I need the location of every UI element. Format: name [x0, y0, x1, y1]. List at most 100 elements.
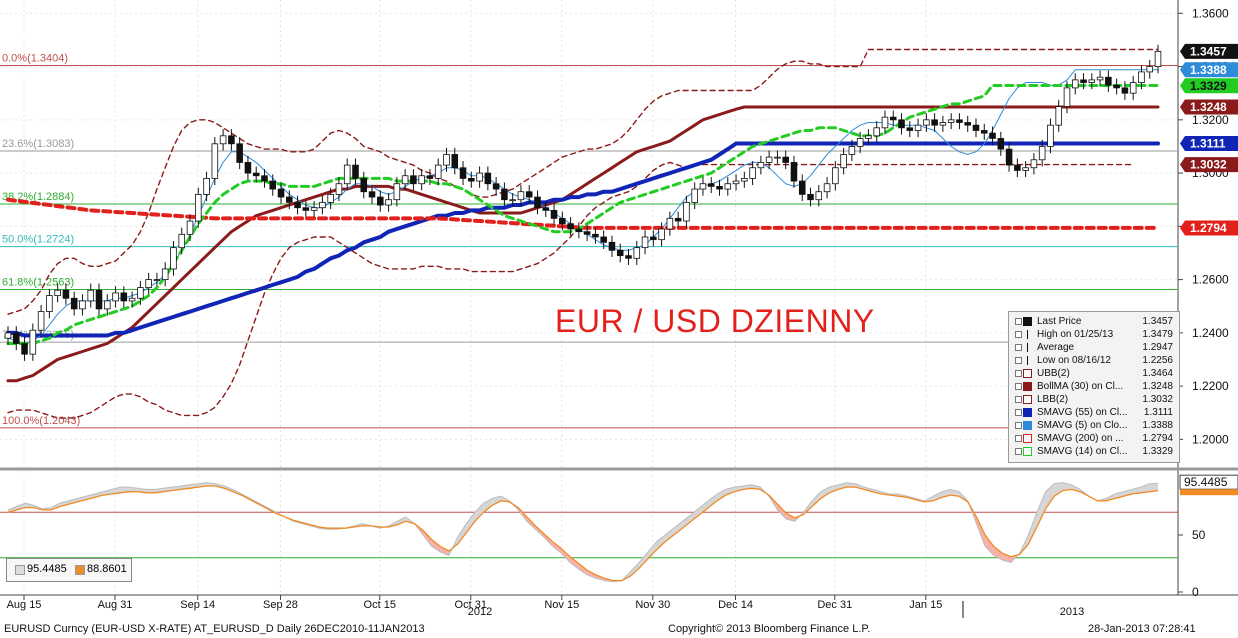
candle-body — [37, 311, 45, 331]
candle-body — [666, 217, 674, 230]
candle-body — [434, 164, 442, 179]
oscillator-fill — [544, 533, 553, 547]
legend-label: High on 01/25/13 — [1037, 329, 1114, 340]
candle-body — [1129, 82, 1137, 94]
candle-body — [898, 119, 905, 129]
oscillator-fill — [1132, 487, 1141, 494]
legend-checkbox[interactable] — [1015, 409, 1022, 416]
oscillator-fill — [708, 493, 718, 508]
candle-body — [476, 172, 483, 182]
legend-label: SMAVG (5) on Clo... — [1037, 420, 1128, 431]
candle-body — [104, 300, 111, 310]
candle-body — [145, 279, 152, 288]
price-tag-label: 1.3388 — [1190, 63, 1227, 77]
legend-label: BollMA (30) on Cl... — [1037, 381, 1124, 392]
fib-level-label: 100.0%(1.2043) — [2, 415, 80, 427]
candle-body — [1154, 50, 1162, 67]
legend-checkbox[interactable] — [1015, 448, 1022, 455]
y-tick-label: 1.2400 — [1192, 326, 1229, 340]
legend-checkbox[interactable] — [1015, 370, 1022, 377]
candle-body — [1121, 87, 1129, 94]
oscillator-fill — [397, 516, 406, 525]
oscillator-fill — [673, 521, 683, 535]
legend-label: SMAVG (14) on Cl... — [1037, 446, 1128, 457]
candle-body — [840, 154, 847, 169]
x-tick-label: Nov 15 — [544, 599, 579, 611]
candle-body — [592, 233, 599, 238]
candle-body — [377, 196, 384, 206]
oscillator-fill — [933, 491, 942, 501]
x-tick-label: Oct 15 — [364, 599, 396, 611]
legend-swatch — [1023, 408, 1032, 417]
legend-checkbox[interactable] — [1015, 383, 1022, 390]
legend-value: 1.3111 — [1143, 407, 1173, 418]
candle-body — [1080, 79, 1087, 83]
osc-second-tag — [1180, 489, 1238, 496]
legend-item: Low on 08/16/12 1.2256 — [1009, 354, 1179, 367]
candle-body — [1014, 164, 1021, 171]
oscillator-fill — [587, 570, 596, 579]
oscillator-fill — [206, 482, 216, 486]
y-tick-label: 1.2600 — [1192, 273, 1229, 287]
candle-body — [567, 223, 574, 230]
legend-label: Last Price — [1037, 316, 1082, 327]
legend-item: LBB(2) 1.3032 — [1009, 393, 1179, 406]
candle-body — [633, 247, 641, 259]
fib-level-label: 23.6%(1.3083) — [2, 138, 74, 150]
candle-body — [1138, 71, 1145, 83]
candle-body — [616, 249, 624, 257]
candle-body — [335, 183, 343, 195]
candle-body — [186, 220, 194, 235]
oscillator-fill — [59, 500, 69, 507]
candle-body — [1105, 76, 1112, 86]
oscillator-fill — [85, 493, 95, 500]
candle-body — [286, 196, 293, 203]
legend-checkbox[interactable] — [1015, 422, 1022, 429]
candle-body — [906, 127, 914, 131]
candle-body — [1047, 124, 1054, 147]
candle-body — [691, 188, 698, 203]
candle-body — [269, 180, 277, 190]
candle-body — [741, 178, 748, 182]
oscillator-fill — [639, 552, 648, 569]
candle-body — [79, 300, 86, 310]
candle-body — [252, 172, 260, 177]
legend-value: 1.3248 — [1142, 381, 1173, 392]
candle-body — [352, 164, 359, 179]
oscillator-fill — [423, 530, 432, 547]
candle-body — [1055, 106, 1062, 126]
candle-body — [70, 297, 78, 310]
legend-checkbox[interactable] — [1015, 318, 1022, 325]
oscillator-fill — [976, 516, 986, 547]
legend-swatch — [1023, 369, 1032, 378]
candle-body — [161, 268, 169, 281]
price-tag-label: 1.3329 — [1190, 79, 1227, 93]
legend-swatch — [1027, 343, 1028, 352]
candle-body — [4, 332, 12, 339]
legend-item: SMAVG (55) on Cl... 1.3111 — [1009, 406, 1179, 419]
legend-item: High on 01/25/13 1.3479 — [1009, 328, 1179, 341]
x-tick-label: Dec 31 — [817, 599, 852, 611]
legend-checkbox[interactable] — [1015, 344, 1022, 351]
candle-body — [1005, 148, 1013, 166]
candle-body — [939, 122, 947, 126]
candle-body — [997, 138, 1005, 150]
oscillator-fill — [656, 535, 666, 550]
legend-label: Average — [1037, 342, 1075, 353]
footer-copyright: Copyright© 2013 Bloomberg Finance L.P. — [668, 623, 871, 635]
x-tick-label: Jan 15 — [909, 599, 942, 611]
candle-body — [459, 167, 467, 179]
oscillator-fill — [111, 487, 121, 494]
price-tag — [1180, 43, 1238, 59]
osc-legend-swatch — [15, 565, 25, 575]
legend-swatch — [1023, 421, 1032, 430]
legend-checkbox[interactable] — [1015, 331, 1022, 338]
legend-checkbox[interactable] — [1015, 357, 1022, 364]
oscillator-fill — [734, 485, 743, 492]
oscillator-fill — [717, 489, 726, 501]
candle-body — [774, 156, 781, 159]
legend-checkbox[interactable] — [1015, 396, 1022, 403]
oscillator-fill — [1054, 482, 1063, 497]
legend-checkbox[interactable] — [1015, 435, 1022, 442]
candle-body — [401, 175, 409, 185]
